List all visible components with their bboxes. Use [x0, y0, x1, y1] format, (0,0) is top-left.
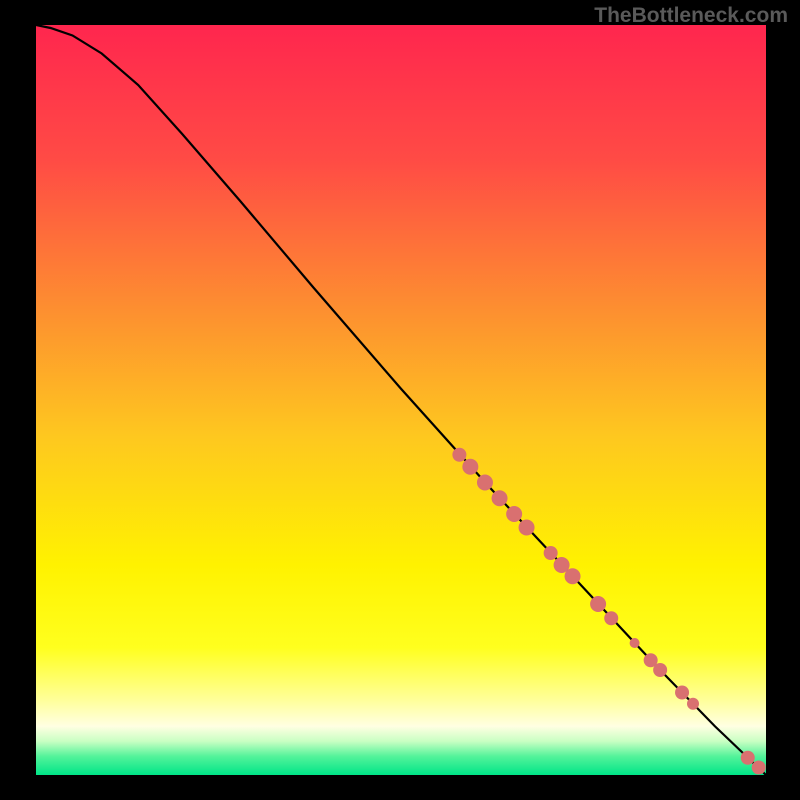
data-point	[590, 596, 606, 612]
data-point	[452, 448, 466, 462]
data-point	[544, 546, 558, 560]
data-point	[741, 751, 755, 765]
data-point	[477, 475, 493, 491]
data-point	[519, 520, 535, 536]
data-point	[630, 638, 640, 648]
data-point	[604, 611, 618, 625]
data-point	[492, 490, 508, 506]
data-point	[565, 568, 581, 584]
data-point	[506, 506, 522, 522]
watermark-text: TheBottleneck.com	[594, 4, 788, 28]
chart-root: TheBottleneck.com	[0, 0, 800, 800]
data-point	[462, 459, 478, 475]
plot-svg	[36, 25, 766, 775]
data-point	[687, 698, 699, 710]
data-point	[675, 686, 689, 700]
plot-area	[36, 25, 766, 775]
data-point	[752, 761, 766, 775]
data-point	[653, 663, 667, 677]
